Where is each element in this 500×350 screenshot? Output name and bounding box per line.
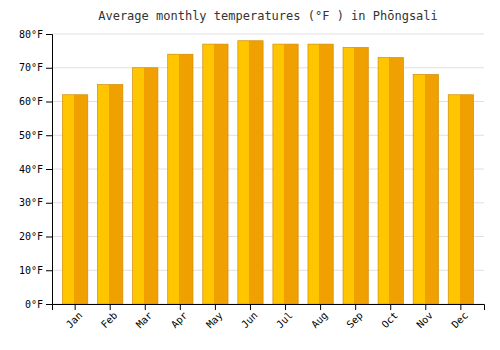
tick-mark [110,304,111,310]
tick-mark [46,304,52,305]
x-tick: Oct [379,304,400,330]
x-tick: Feb [99,304,120,330]
tick-label: Sep [344,310,365,331]
tick-label: Nov [414,310,435,331]
axis-line [46,35,53,305]
y-tick: 50°F [19,130,52,141]
tick-label: 10°F [19,265,43,276]
grid [52,34,484,304]
tick-mark [180,304,181,310]
grid-line [52,67,484,68]
tick-mark [215,304,216,310]
tick-label: 40°F [19,164,43,175]
tick-mark [145,304,146,310]
tick-mark [46,169,52,170]
bar [203,44,228,304]
bar [273,44,298,304]
x-tick: May [204,304,225,330]
tick-label: 60°F [19,96,43,107]
y-tick: 70°F [19,62,52,73]
x-tick: Dec [449,304,470,330]
tick-label: Aug [309,310,330,331]
tick-label: Jul [274,310,295,331]
tick-mark [46,68,52,69]
tick-label: Dec [449,310,470,331]
tick-label: Jun [239,310,260,331]
x-tick: Mar [134,304,155,330]
x-tick: Apr [169,304,190,330]
bar [63,95,88,304]
x-tick: Aug [309,304,330,330]
x-tick: Nov [414,304,435,330]
tick-mark [46,135,52,136]
tick-mark [425,304,426,310]
tick-label: Jan [64,310,85,331]
bar [133,68,158,304]
tick-label: Feb [99,310,120,331]
y-tick: 20°F [19,231,52,242]
axis-line [53,305,485,311]
bar [343,48,368,305]
bar [378,58,403,304]
y-tick: 30°F [19,197,52,208]
tick-mark [355,304,356,310]
title: Average monthly temperatures (°F ) in Ph… [98,9,438,23]
x-tick: Jan [64,304,85,330]
tick-label: 30°F [19,197,43,208]
tick-label: 20°F [19,231,43,242]
tick-mark [46,270,52,271]
tick-mark [46,102,52,103]
bar [238,41,263,304]
tick-mark [250,304,251,310]
tick-label: 50°F [19,130,43,141]
x-tick: Sep [344,304,365,330]
y-tick: 40°F [19,164,52,175]
tick-label: 0°F [25,299,43,310]
tick-label: May [204,310,225,331]
tick-mark [46,34,52,35]
y-tick: 0°F [25,299,52,310]
x-tick: Jul [274,304,295,330]
tick-label: 70°F [19,62,43,73]
x-axis: Jan Feb Mar Apr May Jun Jul Aug Sep Oct Nov Dec [53,304,485,330]
y-tick: 10°F [19,265,52,276]
grid-line [52,34,484,35]
tick-label: Oct [379,310,400,331]
bar [168,54,193,304]
tick-label: Mar [134,310,155,331]
y-axis: 0°F 10°F 20°F 30°F 40°F 50°F 60°F 70°F 80°F [19,29,53,310]
bar [98,85,123,304]
y-tick: 60°F [19,96,52,107]
tick-label: Apr [169,310,190,331]
bar [413,75,438,305]
plot-area: 0°F 10°F 20°F 30°F 40°F 50°F 60°F 70°F 80°F Jan Fe… [19,29,485,331]
tick-mark [320,304,321,310]
tick-mark [75,304,76,310]
bar [448,95,473,304]
bars [63,41,474,304]
tick-mark [46,237,52,238]
tick-mark [285,304,286,310]
chart: 0°F 10°F 20°F 30°F 40°F 50°F 60°F 70°F 80°F Jan Fe… [0,0,500,350]
tick-label: 80°F [19,29,43,40]
tick-mark [46,203,52,204]
x-tick: Jun [239,304,260,330]
tick-mark [390,304,391,310]
tick-mark [460,304,461,310]
y-tick: 80°F [19,29,52,40]
bar [308,44,333,304]
